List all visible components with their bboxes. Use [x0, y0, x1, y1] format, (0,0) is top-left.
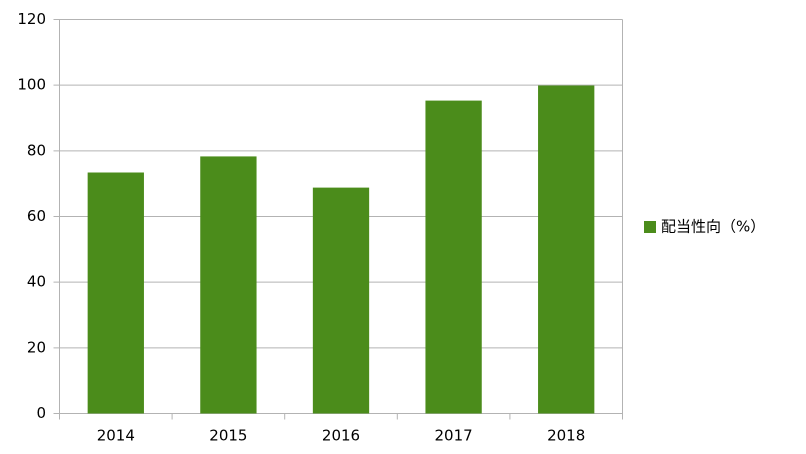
x-tick-label: 2016: [322, 427, 360, 445]
y-tick-label: 80: [27, 141, 46, 159]
legend-label: 配当性向（%）: [661, 218, 765, 236]
x-tick-label: 2015: [209, 427, 247, 445]
x-tick-label: 2017: [435, 427, 473, 445]
bar: [200, 156, 257, 414]
bar: [425, 100, 482, 414]
bar: [87, 172, 144, 414]
y-tick-label: 60: [27, 207, 46, 225]
y-tick-label: 0: [36, 404, 46, 422]
bar: [538, 85, 595, 414]
y-tick-label: 100: [17, 76, 46, 94]
y-tick-label: 40: [27, 273, 46, 291]
y-tick-label: 20: [27, 338, 46, 356]
x-tick-label: 2014: [97, 427, 135, 445]
x-tick-label: 2018: [547, 427, 585, 445]
y-tick-label: 120: [17, 10, 46, 28]
legend-swatch: [644, 221, 656, 233]
bar: [312, 187, 370, 414]
